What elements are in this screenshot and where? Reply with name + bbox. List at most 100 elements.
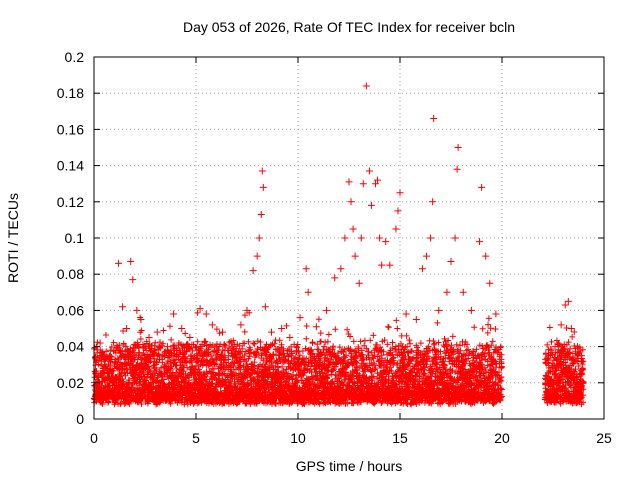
roti-point bbox=[564, 297, 572, 305]
roti-point bbox=[341, 234, 349, 242]
roti-point bbox=[253, 252, 261, 260]
roti-point bbox=[467, 306, 475, 314]
roti-point bbox=[372, 180, 380, 188]
roti-point bbox=[129, 276, 137, 284]
roti-point bbox=[249, 267, 257, 275]
roti-point bbox=[258, 167, 266, 175]
y-tick-label: 0.16 bbox=[57, 121, 84, 137]
roti-point bbox=[357, 234, 365, 242]
roti-point bbox=[153, 328, 161, 336]
y-tick-label: 0.1 bbox=[65, 230, 85, 246]
roti-point bbox=[492, 310, 500, 318]
y-tick-label: 0.08 bbox=[57, 266, 84, 282]
roti-point bbox=[178, 325, 186, 332]
roti-point bbox=[545, 352, 553, 360]
y-tick-labels: 0 0.02 0.04 0.06 0.08 0.1 0.12 0.14 0.16 0.18 0.2 bbox=[57, 49, 84, 427]
roti-point bbox=[365, 167, 373, 175]
roti-point bbox=[451, 234, 459, 242]
dense-data-band bbox=[90, 309, 587, 408]
y-tick-label: 0.12 bbox=[57, 194, 84, 210]
roti-point bbox=[331, 274, 339, 282]
roti-point bbox=[106, 346, 114, 354]
roti-point bbox=[119, 303, 127, 311]
roti-point bbox=[302, 265, 310, 273]
roti-point bbox=[237, 321, 245, 329]
roti-point bbox=[418, 265, 426, 273]
y-tick-label: 0 bbox=[76, 411, 84, 427]
roti-point bbox=[145, 334, 153, 342]
y-tick-label: 0.14 bbox=[57, 158, 84, 174]
roti-point bbox=[259, 183, 267, 191]
roti-point bbox=[123, 325, 131, 332]
x-tick-label: 10 bbox=[290, 430, 306, 446]
grid bbox=[94, 57, 604, 419]
roti-point bbox=[551, 343, 559, 351]
roti-point bbox=[362, 82, 370, 90]
y-axis-label: ROTI / TECUs bbox=[5, 193, 21, 283]
roti-point bbox=[255, 234, 263, 242]
roti-point bbox=[133, 306, 141, 314]
roti-point bbox=[137, 315, 145, 323]
roti-point bbox=[486, 279, 494, 287]
data-points bbox=[92, 82, 586, 378]
roti-point bbox=[396, 189, 404, 197]
roti-point bbox=[257, 210, 265, 218]
roti-point bbox=[447, 258, 455, 266]
x-axis-label: GPS time / hours bbox=[296, 458, 403, 474]
roti-point bbox=[323, 306, 331, 314]
x-tick-label: 0 bbox=[90, 430, 98, 446]
roti-point bbox=[459, 288, 467, 296]
roti-point bbox=[127, 258, 135, 266]
roti-point bbox=[430, 115, 438, 123]
y-tick-label: 0.06 bbox=[57, 302, 84, 318]
roti-point bbox=[163, 343, 171, 351]
roti-point bbox=[261, 303, 269, 311]
plot-frame bbox=[93, 56, 605, 420]
roti-point bbox=[557, 321, 565, 329]
roti-point bbox=[278, 325, 286, 332]
roti-point bbox=[423, 252, 431, 260]
roti-point bbox=[337, 265, 345, 273]
roti-point bbox=[186, 334, 194, 342]
roti-point bbox=[482, 252, 490, 260]
roti-point bbox=[453, 165, 461, 173]
y-tick-label: 0.04 bbox=[57, 339, 84, 355]
roti-point bbox=[296, 314, 304, 322]
roti-point bbox=[196, 305, 204, 313]
roti-point bbox=[376, 234, 384, 242]
x-tick-label: 20 bbox=[494, 430, 510, 446]
roti-point bbox=[286, 334, 294, 342]
roti-point bbox=[114, 259, 122, 267]
roti-point bbox=[412, 315, 420, 323]
roti-point bbox=[561, 301, 569, 309]
roti-point bbox=[392, 225, 400, 233]
roti-point bbox=[427, 234, 435, 242]
roti-point bbox=[100, 352, 108, 360]
roti-point bbox=[267, 328, 275, 336]
x-tick-labels: 0 5 10 15 20 25 bbox=[90, 430, 612, 446]
chart-title: Day 053 of 2026, Rate Of TEC Index for r… bbox=[183, 19, 515, 35]
roti-point bbox=[359, 180, 367, 188]
roti-point bbox=[454, 144, 462, 151]
roti-point bbox=[229, 343, 237, 351]
roti-point bbox=[347, 198, 355, 206]
roti-point bbox=[402, 310, 410, 318]
roti-point bbox=[96, 339, 104, 347]
y-tick-label: 0.2 bbox=[65, 49, 85, 65]
roti-point bbox=[476, 238, 484, 246]
roti-point bbox=[355, 279, 363, 287]
roti-point bbox=[567, 325, 575, 332]
x-tick-label: 15 bbox=[392, 430, 408, 446]
roti-point bbox=[435, 306, 443, 314]
roti-point bbox=[351, 252, 359, 260]
roti-point bbox=[243, 306, 251, 314]
roti-point bbox=[374, 176, 382, 184]
roti-point bbox=[443, 288, 451, 296]
roti-point bbox=[208, 321, 216, 329]
roti-point bbox=[573, 343, 581, 351]
roti-point bbox=[367, 201, 375, 209]
y-tick-label: 0.18 bbox=[57, 85, 84, 101]
roti-point bbox=[429, 198, 437, 206]
roti-point bbox=[578, 352, 586, 360]
